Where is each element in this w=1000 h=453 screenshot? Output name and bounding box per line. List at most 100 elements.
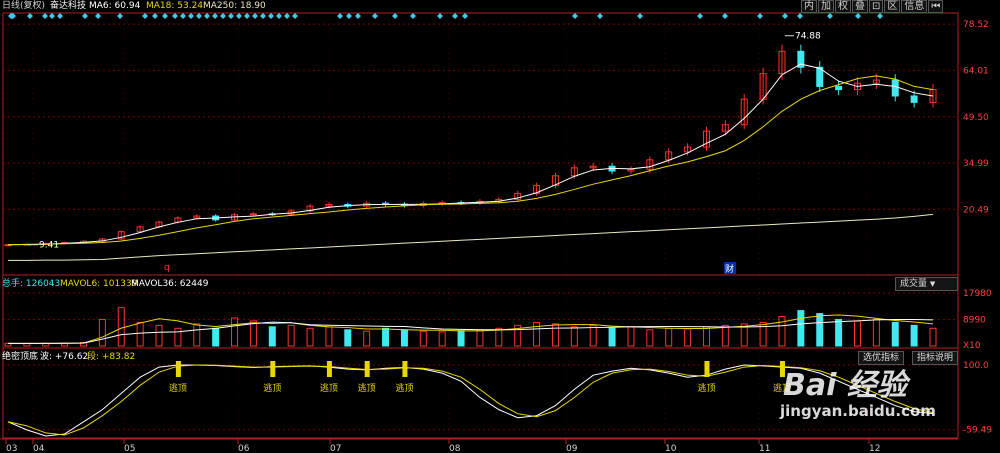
volume-bar[interactable] [457, 330, 465, 347]
candle-body[interactable] [646, 159, 654, 170]
candle-body[interactable] [816, 66, 824, 87]
volume-bar[interactable] [136, 321, 144, 347]
candle-body[interactable] [740, 98, 748, 126]
candle-body[interactable] [684, 146, 692, 153]
toolbar-nei-button[interactable]: 内 [801, 0, 817, 13]
volume-bar[interactable] [268, 326, 276, 347]
signal-diamond-icon [236, 13, 242, 19]
price-axis-label: 20.49 [963, 205, 989, 215]
candle-body[interactable] [325, 204, 333, 207]
volume-bar[interactable] [627, 326, 635, 347]
candle-body[interactable] [570, 167, 578, 177]
mavol6-value: MAVOL6: 101339 [60, 279, 138, 289]
volume-dropdown-label: 成交量 [900, 279, 928, 289]
volume-bar[interactable] [4, 342, 12, 347]
volume-bar[interactable] [249, 320, 257, 347]
volume-bar[interactable] [872, 318, 880, 347]
candle-body[interactable] [533, 184, 541, 194]
candle-body[interactable] [4, 244, 12, 247]
volume-bar[interactable] [476, 329, 484, 347]
ma18-line [7, 75, 934, 246]
signal-diamond-icon [162, 13, 168, 19]
volume-bar[interactable] [646, 329, 654, 347]
volume-bar[interactable] [835, 318, 843, 347]
candle-body[interactable] [778, 50, 786, 75]
volume-bar[interactable] [665, 327, 673, 347]
volume-bar[interactable] [193, 323, 201, 347]
volume-bar[interactable] [363, 330, 371, 347]
volume-bar[interactable] [438, 331, 446, 347]
volume-indicator-select[interactable]: 成交量 ▼ [895, 277, 958, 291]
volume-bar[interactable] [306, 327, 314, 347]
candle-body[interactable] [136, 226, 144, 233]
volume-bar[interactable] [155, 324, 163, 347]
volume-bar[interactable] [495, 327, 503, 347]
escape-top-bar [175, 361, 181, 377]
volume-bar[interactable] [684, 328, 692, 347]
volume-bar[interactable] [778, 316, 786, 347]
candle-body[interactable] [910, 95, 918, 103]
volume-bar[interactable] [80, 341, 88, 347]
volume-bar[interactable] [533, 321, 541, 347]
price-low-label: 9.41 [39, 241, 59, 251]
volume-bar[interactable] [759, 321, 767, 347]
candle-body[interactable] [514, 192, 522, 200]
volume-bar[interactable] [212, 327, 220, 347]
toolbar-box-icon[interactable]: ⊡ [869, 0, 884, 13]
volume-bar[interactable] [382, 327, 390, 347]
volume-bar[interactable] [98, 318, 106, 347]
candle-body[interactable] [306, 205, 314, 212]
volume-bar[interactable] [853, 320, 861, 347]
volume-bar[interactable] [929, 327, 937, 347]
volume-bar[interactable] [174, 327, 182, 347]
candle-body[interactable] [627, 168, 635, 172]
toolbar-quan-button[interactable]: 权 [835, 0, 851, 13]
volume-bar[interactable] [419, 330, 427, 347]
candle-body[interactable] [872, 79, 880, 84]
toolbar-qu-button[interactable]: 区 [884, 0, 901, 13]
volume-bar[interactable] [400, 329, 408, 347]
signal-diamond-icon [142, 13, 148, 19]
candle-body[interactable] [117, 231, 125, 240]
price-axis-label: 34.99 [963, 159, 989, 169]
volume-bar[interactable] [589, 324, 597, 347]
volume-bar[interactable] [231, 317, 239, 347]
volume-bar[interactable] [325, 326, 333, 347]
candle-body[interactable] [891, 79, 899, 97]
toolbar-first-icon[interactable]: ⏮ [928, 0, 944, 13]
volume-bar[interactable] [608, 327, 616, 347]
volume-axis-label: X10 [963, 341, 981, 351]
volume-bar[interactable] [514, 324, 522, 347]
candle-body[interactable] [249, 213, 257, 216]
volume-bar[interactable] [570, 326, 578, 347]
candle-body[interactable] [835, 85, 843, 91]
select-indicator-button[interactable]: 选优指标 [858, 351, 905, 365]
volume-bar[interactable] [910, 324, 918, 347]
volume-bar[interactable] [344, 329, 352, 347]
period-mode[interactable]: 日线(复权) [2, 1, 46, 11]
signal-diamond-icon [597, 13, 603, 19]
toolbar-jia-button[interactable]: 加 [818, 0, 834, 13]
volume-bar[interactable] [287, 324, 295, 347]
volume-bar[interactable] [721, 324, 729, 347]
volume-bar[interactable] [816, 313, 824, 347]
candle-body[interactable] [797, 50, 805, 68]
candle-body[interactable] [589, 165, 597, 169]
volume-bar[interactable] [797, 310, 805, 347]
volume-bar[interactable] [551, 323, 559, 347]
volume-bar[interactable] [702, 326, 710, 347]
candle-body[interactable] [721, 124, 729, 132]
escape-top-bar [704, 361, 710, 377]
candle-body[interactable] [702, 130, 710, 148]
candle-body[interactable] [193, 215, 201, 219]
indicator-bo-value: 波: +76.62 [40, 352, 89, 362]
indicator-help-button[interactable]: 指标说明 [912, 351, 959, 365]
volume-bar[interactable] [891, 321, 899, 347]
volume-bar[interactable] [117, 307, 125, 347]
toolbar-die-button[interactable]: 叠 [852, 0, 868, 13]
volume-bar[interactable] [740, 323, 748, 347]
toolbar-info-button[interactable]: 信息 [901, 0, 928, 13]
month-label: 06 [238, 444, 250, 453]
signal-diamond-icon [10, 13, 16, 19]
